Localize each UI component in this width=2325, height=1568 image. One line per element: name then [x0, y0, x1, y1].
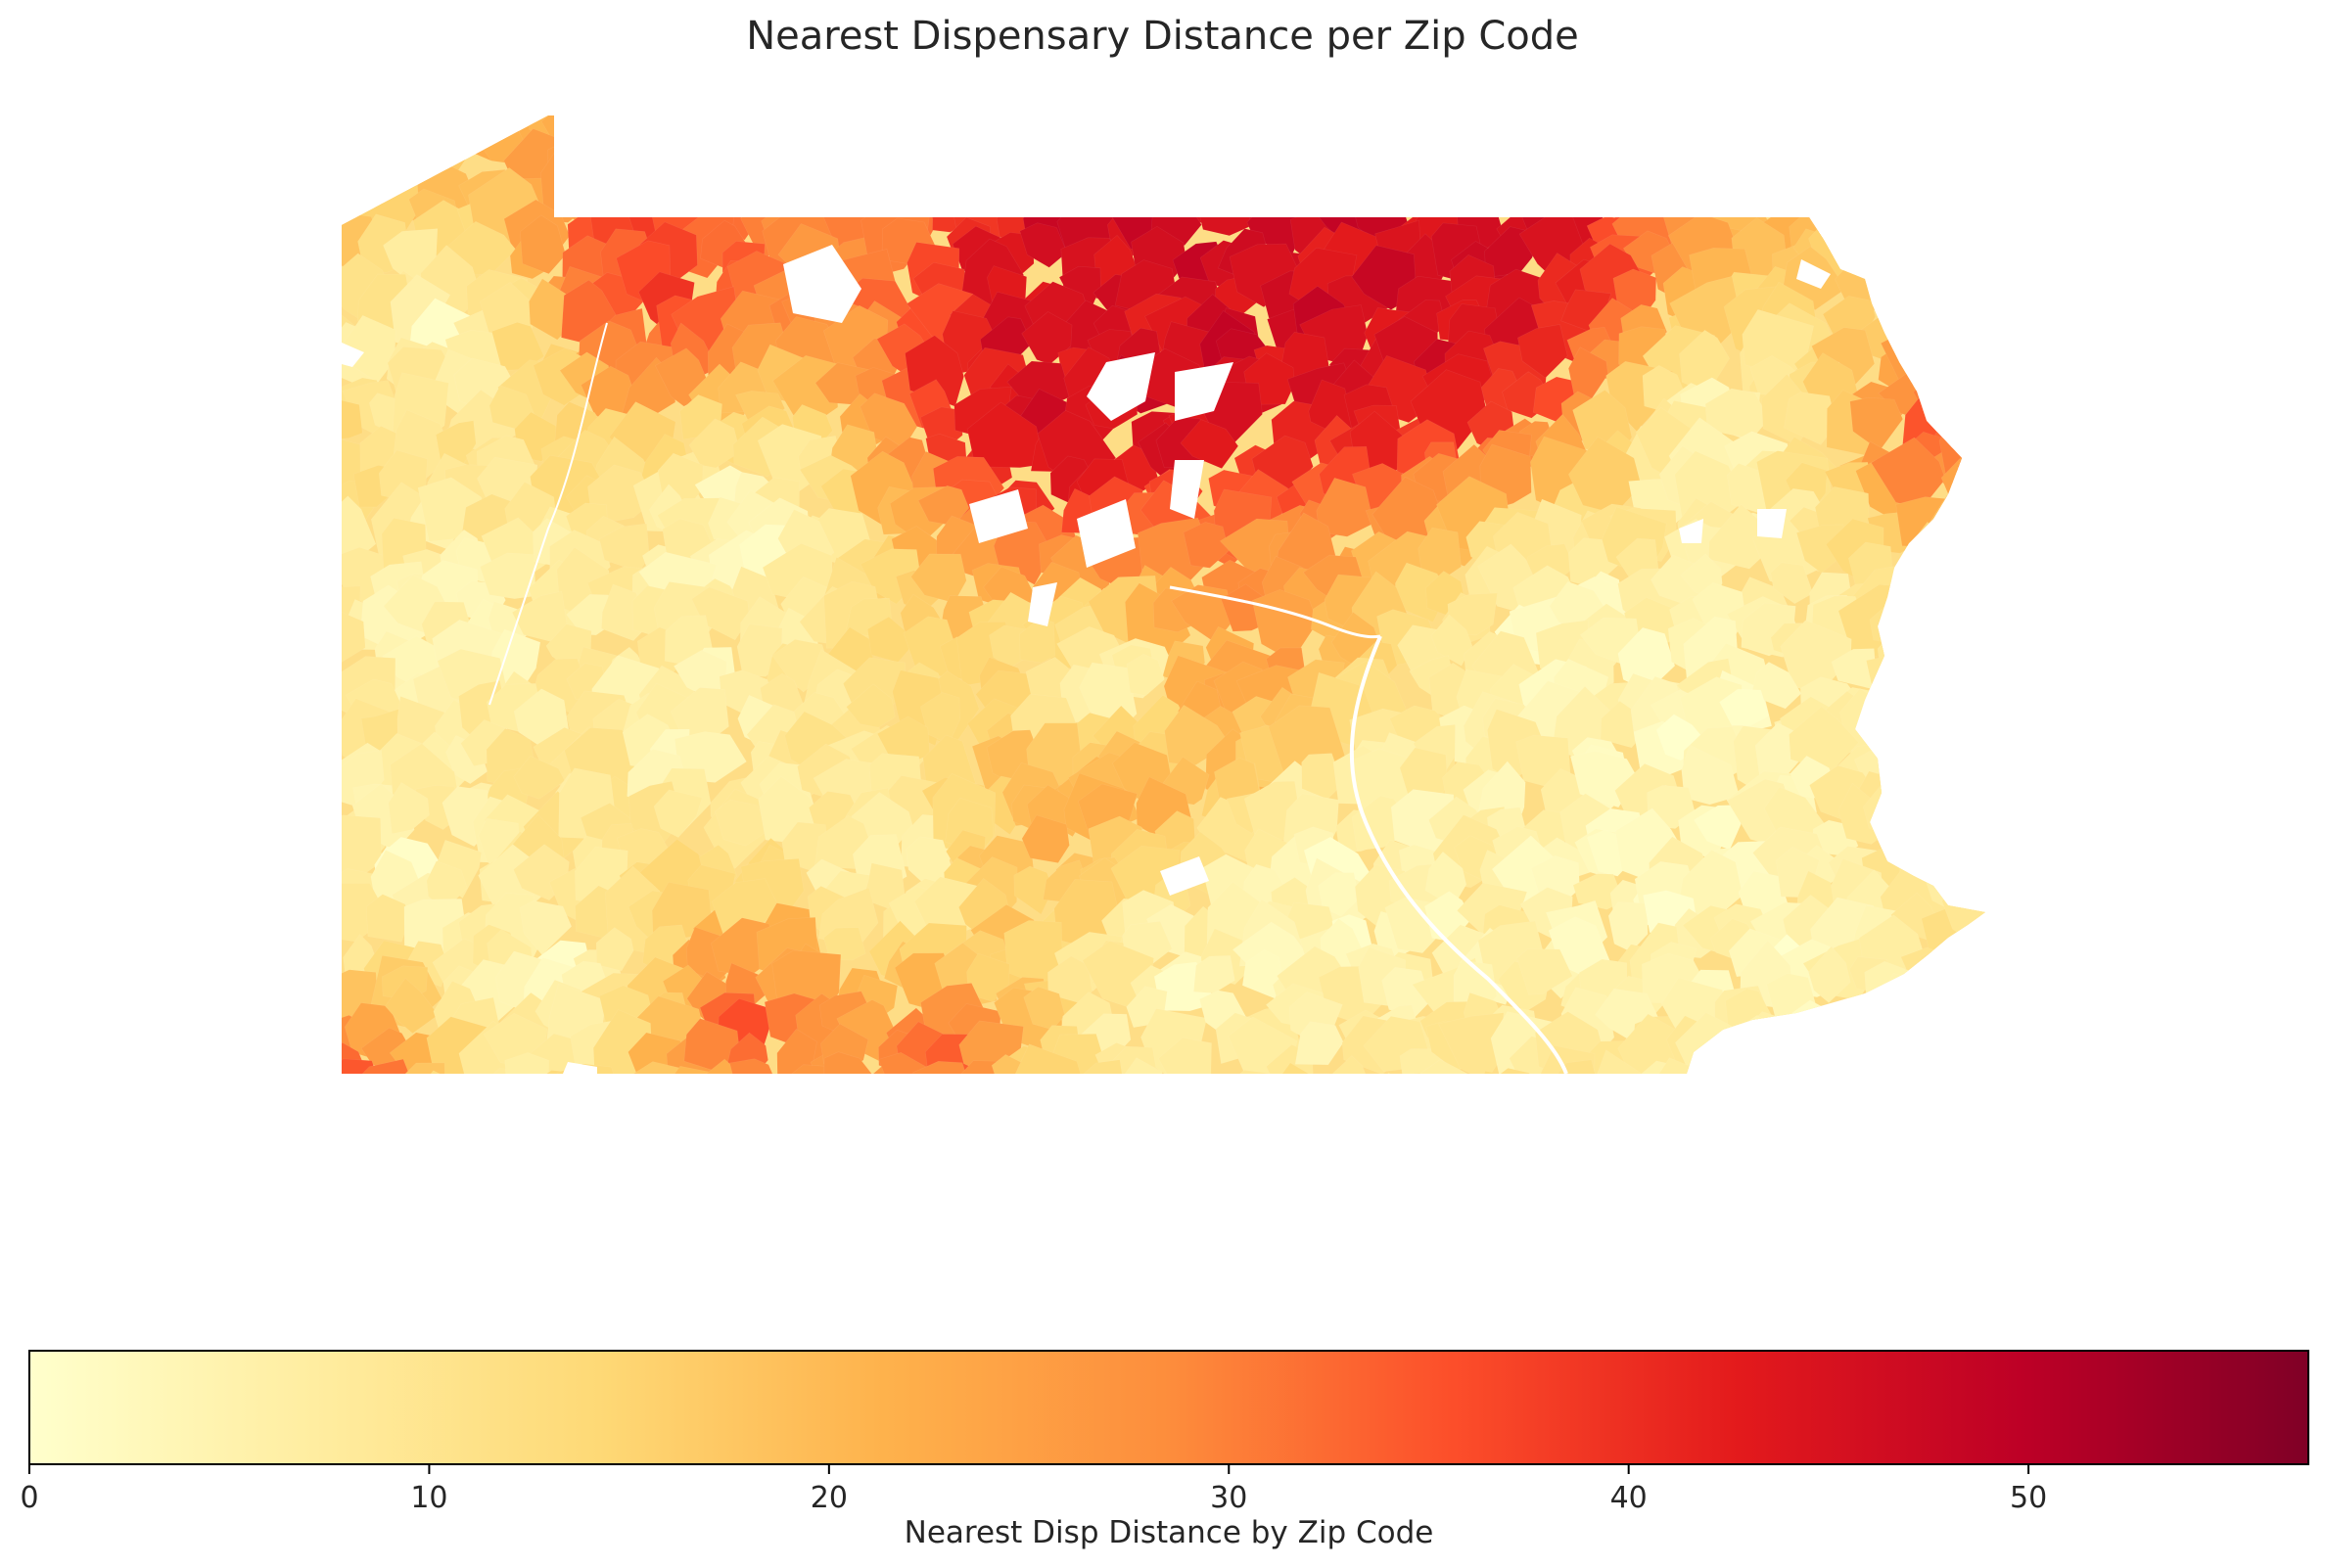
colorbar-tick-label: 0 [20, 1481, 38, 1515]
zip-region [1229, 243, 1302, 308]
colorbar-tick-label: 50 [2010, 1481, 2047, 1515]
zip-region [1158, 1037, 1212, 1074]
colorbar-tick-label: 30 [1210, 1481, 1247, 1515]
zip-region [1572, 873, 1624, 910]
colorbar-tick-label: 10 [410, 1481, 447, 1515]
zip-region [966, 952, 1010, 1002]
zip-region [1517, 324, 1568, 379]
zip-region [1318, 872, 1360, 917]
zip-region [385, 977, 440, 1035]
zip-region [1012, 1043, 1085, 1074]
zip-region [1681, 744, 1741, 806]
zip-region [1013, 865, 1053, 915]
lake-central-4 [969, 489, 1028, 543]
zip-region [846, 683, 896, 728]
lake-north [783, 245, 861, 323]
colorbar-gradient [29, 1351, 2308, 1464]
lake-central-3 [1170, 460, 1204, 519]
zip-region [653, 789, 703, 838]
zip-region [966, 401, 1046, 469]
lake-east [1757, 509, 1787, 538]
river-susquehanna [1349, 635, 1568, 1074]
zip-region [1278, 1073, 1342, 1074]
zip-region [342, 605, 366, 664]
zip-region [688, 418, 741, 469]
zip-region [912, 1060, 970, 1074]
zip-region [350, 1058, 420, 1074]
zip-region [1183, 522, 1230, 569]
zip-region [651, 881, 714, 939]
colorbar-label: Nearest Disp Distance by Zip Code [905, 1515, 1434, 1550]
zip-region [823, 1051, 873, 1074]
chart-title: Nearest Dispensary Distance per Zip Code [746, 14, 1579, 59]
zip-region [1083, 1059, 1126, 1074]
zip-region [1770, 562, 1814, 605]
lake-central-5 [1077, 499, 1136, 568]
colorbar-frame [28, 1350, 2309, 1465]
lake-central-6 [1028, 582, 1057, 626]
river-allegheny [488, 322, 608, 706]
zip-region [729, 1058, 778, 1074]
zip-region [342, 396, 363, 440]
zip-region [1126, 653, 1165, 697]
zip-region [1116, 1057, 1167, 1074]
zip-region [1324, 1055, 1372, 1074]
lake-southwest [563, 1062, 597, 1074]
zip-region [390, 1062, 446, 1074]
zip-region [1719, 688, 1770, 726]
river-west-branch [1169, 585, 1381, 639]
zip-region [1180, 419, 1239, 469]
zip-region [1437, 1012, 1505, 1074]
zip-region [1316, 477, 1374, 537]
colorbar-tick-label: 40 [1610, 1481, 1648, 1515]
lake-central-1 [1087, 352, 1155, 421]
zip-region [595, 927, 634, 972]
zip-region [479, 552, 536, 600]
lake-south [1160, 856, 1209, 896]
zip-region [1294, 1021, 1344, 1066]
zip-region [1750, 662, 1802, 710]
lake-northeast [1796, 259, 1831, 289]
lake-central-2 [1175, 362, 1233, 421]
water-features [342, 245, 1831, 1074]
zip-region [715, 799, 769, 847]
zip-region [1795, 524, 1846, 574]
zip-region [365, 894, 411, 943]
zip-region [388, 782, 430, 835]
colorbar-ticks: 0 10 20 30 40 50 [20, 1464, 2047, 1515]
zip-region [504, 1052, 549, 1074]
zip-region [691, 586, 751, 641]
zip-region [513, 755, 566, 800]
lake-west [342, 343, 364, 367]
zip-region [1595, 1049, 1643, 1074]
zip-region [1430, 614, 1473, 667]
zip-region [1516, 948, 1573, 995]
zip-region [823, 927, 866, 961]
zip-region [556, 1063, 624, 1074]
lake-east-2 [1679, 519, 1703, 543]
zip-region [1019, 222, 1068, 268]
zip-region [1808, 945, 1851, 1003]
zip-region [1784, 392, 1837, 445]
zip-region [520, 214, 567, 275]
zip-region [1484, 1067, 1532, 1074]
zip-region [1019, 618, 1056, 664]
zip-region [1021, 814, 1070, 863]
colorbar-tick-label: 20 [811, 1481, 848, 1515]
